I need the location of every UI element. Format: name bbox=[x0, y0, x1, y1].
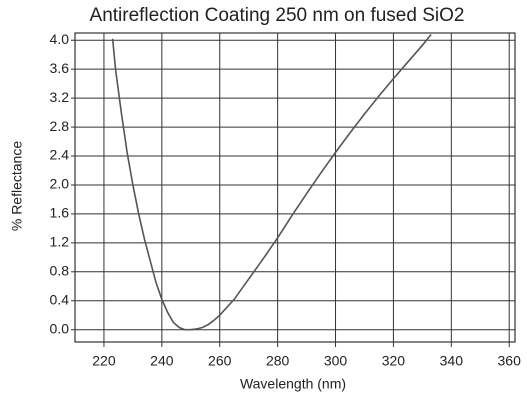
x-tick-label: 260 bbox=[208, 353, 232, 369]
y-axis-label: % Reflectance bbox=[9, 141, 25, 231]
y-tick-label: 0.4 bbox=[50, 291, 70, 307]
chart-title: Antireflection Coating 250 nm on fused S… bbox=[90, 5, 465, 26]
x-axis-label: Wavelength (nm) bbox=[240, 376, 346, 392]
y-tick-label: 0.0 bbox=[50, 320, 70, 336]
y-tick-label: 0.8 bbox=[50, 263, 70, 279]
y-tick-label: 3.2 bbox=[50, 89, 70, 105]
y-tick-label: 2.4 bbox=[50, 147, 70, 163]
data-line bbox=[111, 33, 432, 331]
x-tick-label: 340 bbox=[440, 353, 464, 369]
x-tick-label: 300 bbox=[324, 353, 348, 369]
x-tick-label: 320 bbox=[382, 353, 406, 369]
x-tick-label: 360 bbox=[498, 353, 522, 369]
y-tick-label: 3.6 bbox=[50, 60, 70, 76]
x-tick-label: 240 bbox=[150, 353, 174, 369]
y-tick-label: 2.0 bbox=[50, 176, 70, 192]
y-tick-label: 2.8 bbox=[50, 118, 70, 134]
y-tick-label: 4.0 bbox=[50, 31, 70, 47]
plot-frame bbox=[74, 32, 516, 343]
y-tick-label: 1.6 bbox=[50, 205, 70, 221]
y-tick-label: 1.2 bbox=[50, 234, 70, 250]
x-tick-label: 280 bbox=[266, 353, 290, 369]
x-tick-label: 220 bbox=[92, 353, 116, 369]
